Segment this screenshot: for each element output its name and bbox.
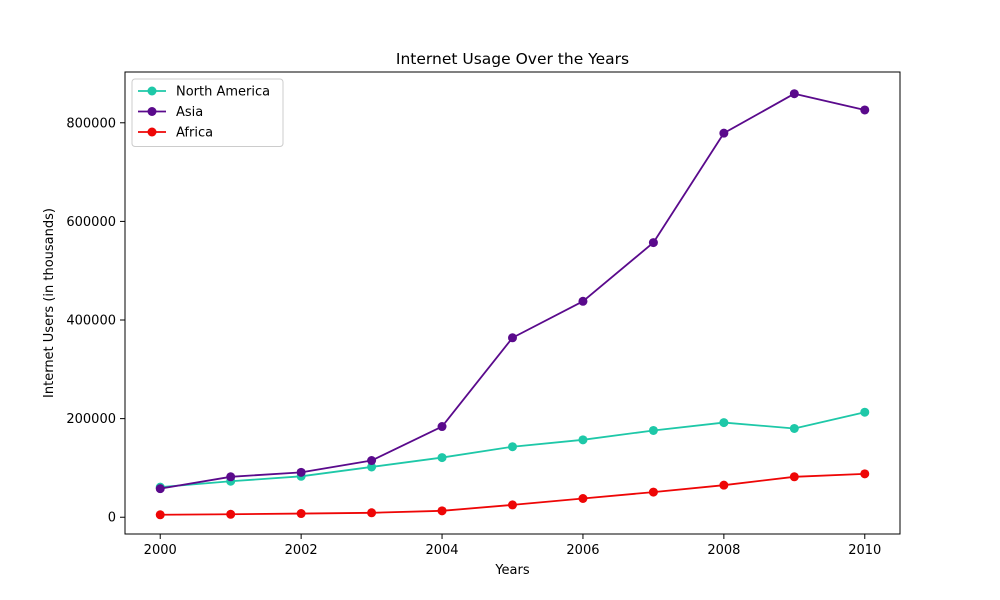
- legend: North America Asia Africa: [131, 78, 284, 147]
- data-point: [860, 105, 870, 115]
- legend-item: Asia: [138, 105, 203, 120]
- legend-item: Africa: [138, 126, 213, 141]
- x-tick-label: 2010: [848, 543, 881, 558]
- data-point: [508, 442, 517, 452]
- data-point: [508, 500, 517, 510]
- data-point: [578, 296, 588, 306]
- data-point: [296, 467, 306, 477]
- series-layer: [155, 89, 870, 520]
- data-point: [437, 453, 447, 463]
- x-tick-label: 2008: [707, 543, 740, 558]
- data-point: [578, 435, 588, 445]
- data-point: [296, 509, 306, 519]
- y-tick-label: 800000: [66, 116, 116, 131]
- data-point: [508, 333, 517, 343]
- x-tick-label: 2004: [425, 543, 458, 558]
- data-point: [719, 128, 729, 138]
- legend-marker: [147, 107, 157, 116]
- legend-marker: [147, 86, 157, 96]
- series-north-america: [155, 407, 870, 492]
- legend-item: North America: [138, 85, 270, 100]
- x-tick-label: 2000: [144, 543, 177, 558]
- series-asia: [155, 89, 870, 494]
- data-point: [648, 425, 658, 435]
- legend-label: Africa: [176, 126, 213, 141]
- y-tick-label: 600000: [66, 215, 116, 230]
- data-point: [155, 484, 165, 494]
- data-point: [789, 89, 799, 99]
- y-axis-label: Internet Users (in thousands): [42, 208, 57, 398]
- series-africa: [155, 469, 870, 520]
- data-point: [437, 422, 447, 432]
- data-point: [789, 423, 799, 433]
- legend-label: North America: [176, 85, 270, 100]
- data-point: [226, 472, 236, 482]
- x-axis-label: Years: [494, 563, 530, 578]
- axes: 2000 2002 2004 2006 2008 2010 0 200000 400000 600…: [66, 71, 901, 558]
- plot-frame: [124, 71, 901, 535]
- data-point: [226, 509, 236, 519]
- x-tick-label: 2006: [566, 543, 599, 558]
- legend-label: Asia: [176, 105, 203, 120]
- data-point: [648, 487, 658, 497]
- data-point: [789, 472, 799, 482]
- data-point: [155, 510, 165, 520]
- y-tick-label: 400000: [66, 314, 116, 329]
- data-point: [367, 456, 377, 466]
- data-point: [860, 469, 870, 479]
- chart-title: Internet Usage Over the Years: [396, 50, 629, 68]
- data-point: [860, 407, 870, 417]
- data-point: [719, 418, 729, 428]
- data-point: [367, 462, 377, 472]
- data-point: [719, 480, 729, 490]
- data-point: [578, 493, 588, 503]
- legend-box: [131, 78, 284, 147]
- data-point: [367, 508, 377, 518]
- x-tick-label: 2002: [285, 543, 318, 558]
- data-point: [437, 506, 447, 516]
- legend-marker: [147, 127, 157, 137]
- data-point: [648, 238, 658, 248]
- y-tick-label: 200000: [66, 412, 116, 427]
- y-tick-label: 0: [108, 511, 116, 526]
